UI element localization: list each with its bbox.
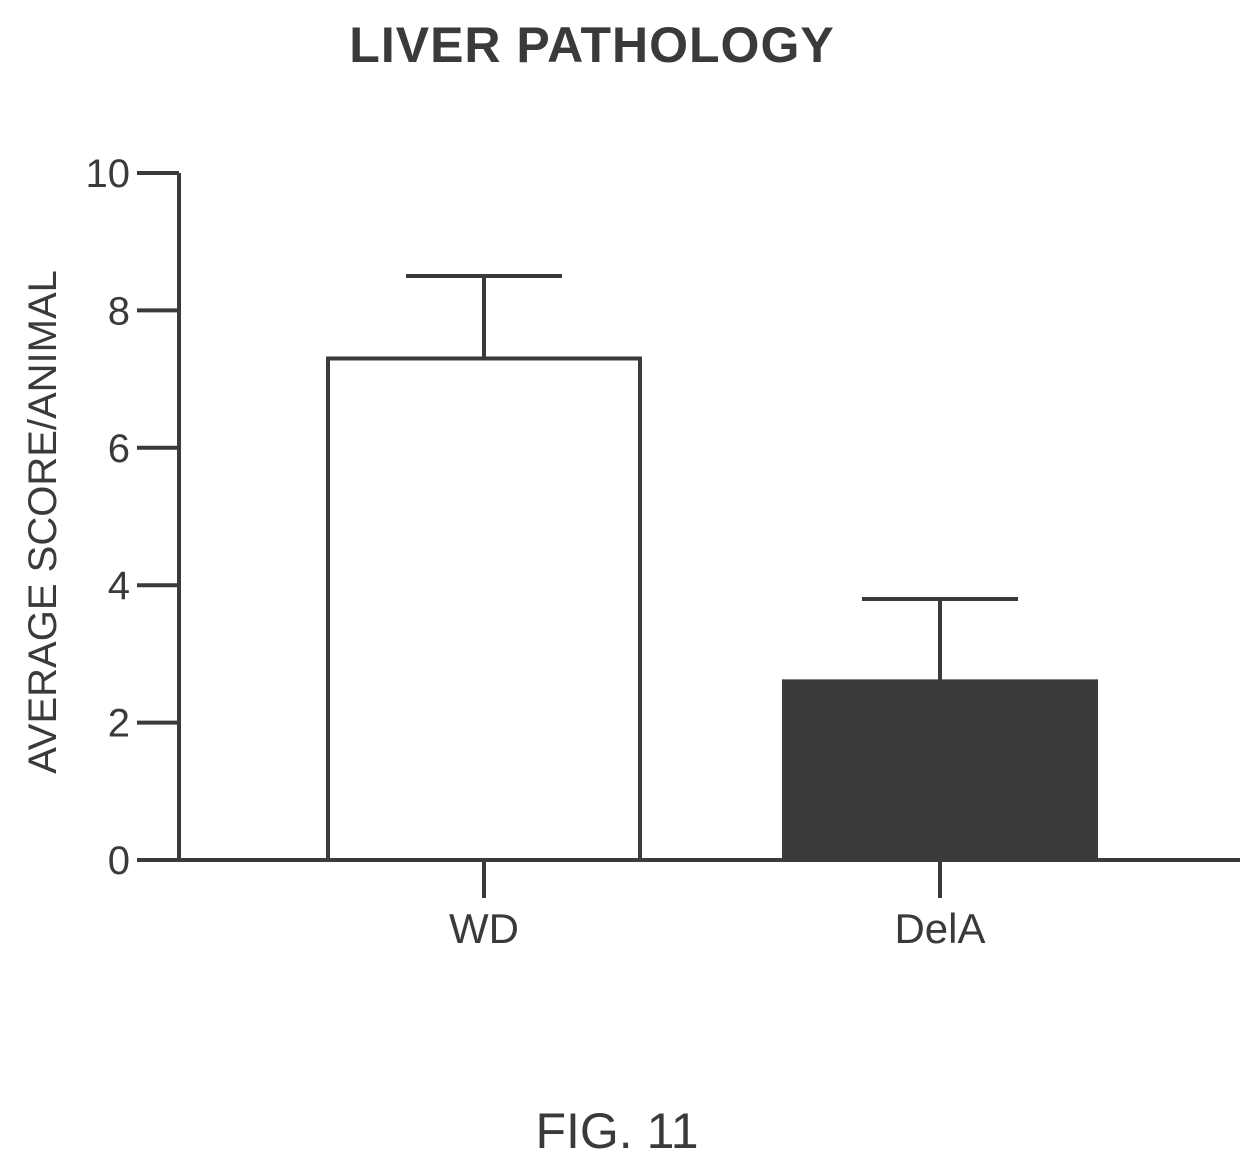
y-tick-label-10: 10 — [86, 152, 131, 196]
y-axis-label: AVERAGE SCORE/ANIMAL — [21, 270, 65, 774]
x-tick-label-dela: DelA — [894, 905, 985, 952]
y-tick-label-6: 6 — [108, 427, 130, 471]
bar-wd — [326, 356, 642, 862]
y-tick-label-4: 4 — [108, 564, 130, 608]
figure-label: FIG. 11 — [535, 1103, 698, 1159]
y-tick-label-8: 8 — [108, 289, 130, 333]
x-tick-label-wd: WD — [449, 905, 519, 952]
chart-title: LIVER PATHOLOGY — [349, 17, 834, 73]
y-tick-label-2: 2 — [108, 702, 130, 746]
bar-dela — [782, 679, 1098, 862]
plot-area: 0 2 4 6 8 10 WD DelA — [86, 152, 1240, 952]
y-tick-label-0: 0 — [108, 839, 130, 883]
